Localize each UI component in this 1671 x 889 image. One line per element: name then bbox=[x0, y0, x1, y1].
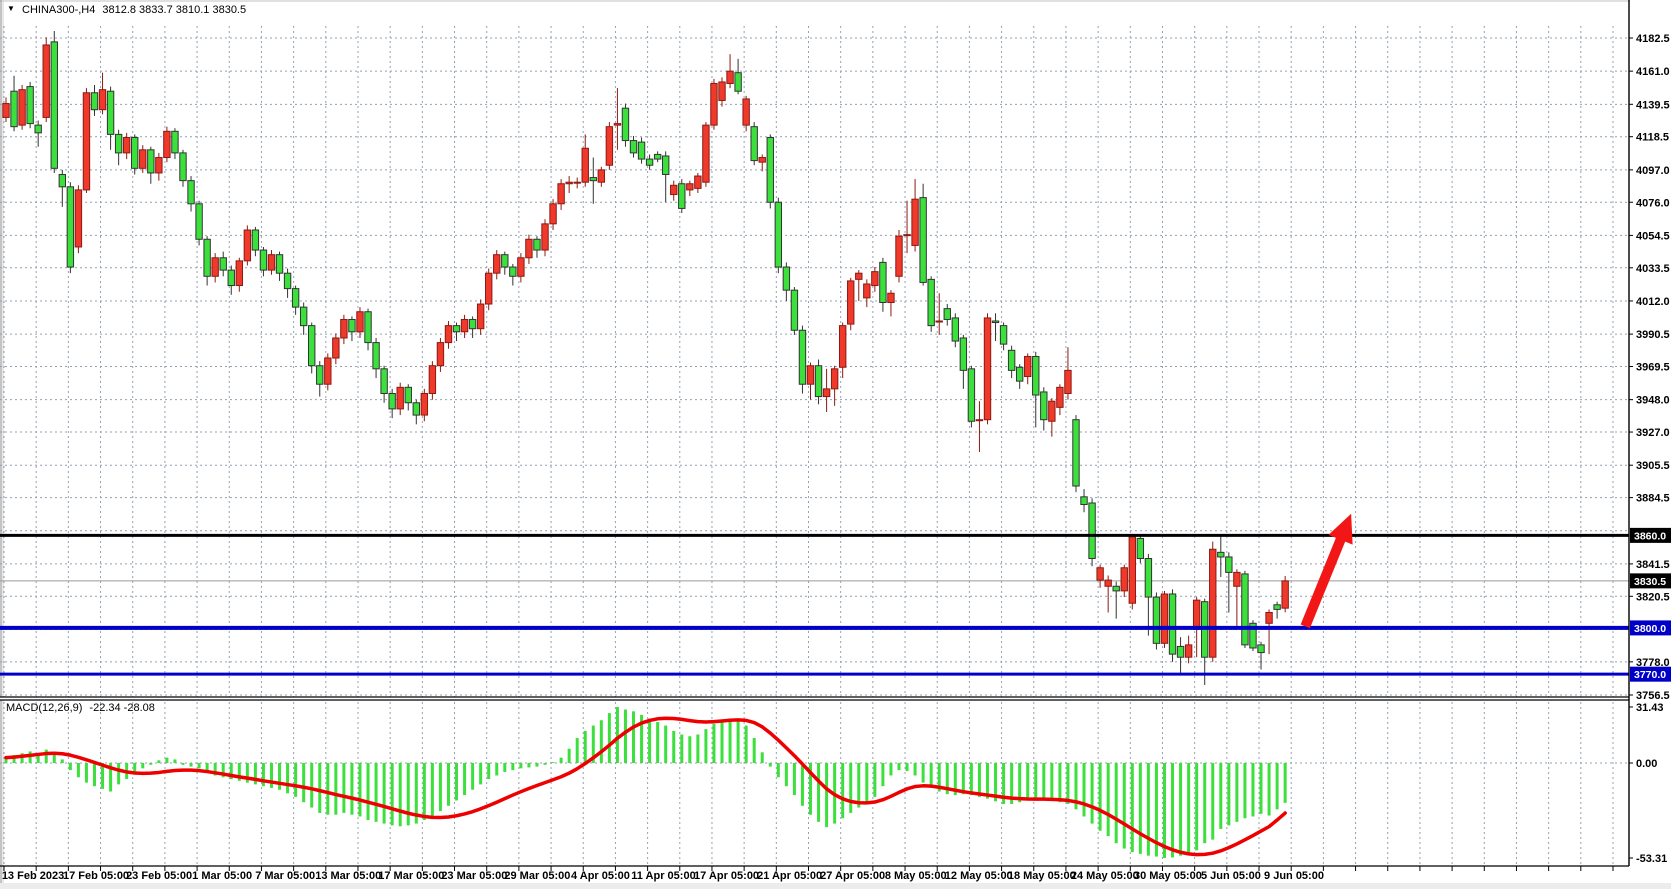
pane-borders bbox=[0, 696, 1629, 867]
svg-text:3756.5: 3756.5 bbox=[1636, 690, 1670, 702]
price-axis[interactable]: 4182.5 4161.0 4139.5 4118.5 4097.0 4076.0 4054… bbox=[1628, 0, 1671, 866]
svg-text:3778.0: 3778.0 bbox=[1636, 657, 1670, 669]
svg-text:4097.0: 4097.0 bbox=[1636, 165, 1670, 177]
candlestick-series[interactable] bbox=[2, 31, 1289, 685]
svg-text:17 Mar 05:00: 17 Mar 05:00 bbox=[378, 870, 444, 882]
svg-text:18 May 05:00: 18 May 05:00 bbox=[1008, 870, 1076, 882]
svg-text:4139.5: 4139.5 bbox=[1636, 99, 1670, 111]
svg-text:4012.0: 4012.0 bbox=[1636, 296, 1670, 308]
macd-indicator-pane[interactable] bbox=[4, 706, 1287, 858]
svg-text:27 Apr 05:00: 27 Apr 05:00 bbox=[820, 870, 885, 882]
svg-text:17 Feb 05:00: 17 Feb 05:00 bbox=[63, 870, 129, 882]
svg-text:1 Mar 05:00: 1 Mar 05:00 bbox=[192, 870, 252, 882]
svg-text:3969.5: 3969.5 bbox=[1636, 362, 1670, 374]
svg-text:30 May 05:00: 30 May 05:00 bbox=[1134, 870, 1202, 882]
svg-text:-53.31: -53.31 bbox=[1636, 853, 1667, 865]
svg-text:3770.0: 3770.0 bbox=[1634, 669, 1666, 681]
svg-text:7 Mar 05:00: 7 Mar 05:00 bbox=[255, 870, 315, 882]
svg-text:4161.0: 4161.0 bbox=[1636, 66, 1670, 78]
svg-text:0.00: 0.00 bbox=[1636, 758, 1657, 770]
indicator-label: MACD(12,26,9) -22.34 -28.08 bbox=[6, 702, 155, 714]
svg-text:3820.5: 3820.5 bbox=[1636, 591, 1670, 603]
symbol-dropdown-icon[interactable]: ▼ bbox=[7, 4, 15, 13]
indicator-values: -22.34 -28.08 bbox=[89, 702, 155, 714]
symbol-info-bar: CHINA300-,H4 3812.8 3833.7 3810.1 3830.5 bbox=[22, 4, 246, 16]
svg-text:8 May 05:00: 8 May 05:00 bbox=[885, 870, 947, 882]
svg-text:11 Apr 05:00: 11 Apr 05:00 bbox=[631, 870, 695, 882]
svg-text:3841.5: 3841.5 bbox=[1636, 559, 1670, 571]
svg-text:3884.5: 3884.5 bbox=[1636, 493, 1670, 505]
svg-text:4076.0: 4076.0 bbox=[1636, 197, 1670, 209]
horizontal-line-objects[interactable] bbox=[0, 533, 1629, 676]
svg-text:3905.5: 3905.5 bbox=[1636, 460, 1670, 472]
svg-text:4054.5: 4054.5 bbox=[1636, 230, 1670, 242]
svg-text:13 Feb 2023: 13 Feb 2023 bbox=[2, 870, 64, 882]
svg-text:21 Apr 05:00: 21 Apr 05:00 bbox=[757, 870, 822, 882]
svg-text:3927.0: 3927.0 bbox=[1636, 427, 1670, 439]
svg-text:3800.0: 3800.0 bbox=[1634, 623, 1666, 635]
svg-text:29 Mar 05:00: 29 Mar 05:00 bbox=[504, 870, 570, 882]
svg-text:3948.0: 3948.0 bbox=[1636, 395, 1670, 407]
svg-text:3990.5: 3990.5 bbox=[1636, 329, 1670, 341]
svg-text:4182.5: 4182.5 bbox=[1636, 33, 1670, 45]
svg-text:4 Apr 05:00: 4 Apr 05:00 bbox=[571, 870, 630, 882]
svg-text:17 Apr 05:00: 17 Apr 05:00 bbox=[694, 870, 759, 882]
svg-text:4118.5: 4118.5 bbox=[1636, 132, 1669, 144]
svg-text:31.43: 31.43 bbox=[1636, 702, 1664, 714]
arrow-annotation[interactable] bbox=[1300, 513, 1353, 629]
svg-text:24 May 05:00: 24 May 05:00 bbox=[1071, 870, 1139, 882]
svg-text:13 Mar 05:00: 13 Mar 05:00 bbox=[315, 870, 381, 882]
svg-text:5 Jun 05:00: 5 Jun 05:00 bbox=[1201, 870, 1261, 882]
symbol-name: CHINA300-,H4 bbox=[22, 4, 96, 16]
svg-text:9 Jun 05:00: 9 Jun 05:00 bbox=[1264, 870, 1324, 882]
ohlc-values: 3812.8 3833.7 3810.1 3830.5 bbox=[102, 4, 247, 16]
svg-text:4033.5: 4033.5 bbox=[1636, 263, 1670, 275]
svg-text:3830.5: 3830.5 bbox=[1634, 576, 1666, 588]
svg-text:23 Mar 05:00: 23 Mar 05:00 bbox=[441, 870, 507, 882]
svg-text:12 May 05:00: 12 May 05:00 bbox=[945, 870, 1013, 882]
indicator-name: MACD(12,26,9) bbox=[6, 702, 83, 714]
grid bbox=[0, 26, 1629, 866]
svg-text:23 Feb 05:00: 23 Feb 05:00 bbox=[126, 870, 192, 882]
svg-text:3860.0: 3860.0 bbox=[1634, 530, 1666, 542]
